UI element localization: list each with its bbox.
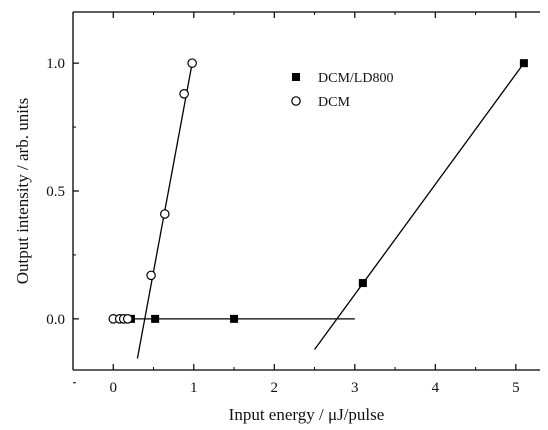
y-tick-label: 0.0 (46, 312, 65, 328)
plot-frame (72, 11, 540, 371)
data-point-square (519, 59, 528, 68)
data-point-circle (159, 209, 170, 219)
legend-label-dcm-ld800: DCM/LD800 (318, 71, 393, 86)
legend-label-dcm: DCM (318, 95, 350, 110)
data-point-circle (187, 58, 197, 68)
legend-marker-dcm (291, 96, 301, 106)
data-markers (108, 58, 528, 324)
x-tick-label: 3 (351, 380, 359, 396)
x-tick-label: 4 (432, 380, 440, 396)
data-point-circle (122, 314, 133, 324)
legend-square-marker (292, 73, 300, 81)
x-tick-label: 2 (271, 380, 279, 396)
x-tick-label: 0 (110, 380, 118, 396)
y-tick-label: 1.0 (46, 56, 65, 72)
x-tick-label: 1 (190, 380, 198, 396)
data-point-square (358, 279, 367, 288)
data-point-square (151, 314, 160, 323)
x-axis-label: Input energy / μJ/pulse (229, 405, 385, 424)
x-tick-label: 5 (512, 380, 520, 396)
legend-marker-dcm-ld800 (292, 73, 300, 81)
fit-line (314, 62, 525, 350)
data-point-circle (146, 270, 156, 281)
data-point-circle (179, 89, 189, 99)
y-axis-label: Output intensity / arb. units (13, 98, 32, 285)
data-point-square (230, 314, 239, 323)
axis-ticks: 0 1 2 3 4 5 0.0 0.5 1.0 (46, 12, 520, 396)
legend-circle-marker (291, 96, 301, 106)
y-tick-label: 0.5 (46, 184, 65, 200)
legend: DCM/LD800 DCM (291, 71, 393, 110)
